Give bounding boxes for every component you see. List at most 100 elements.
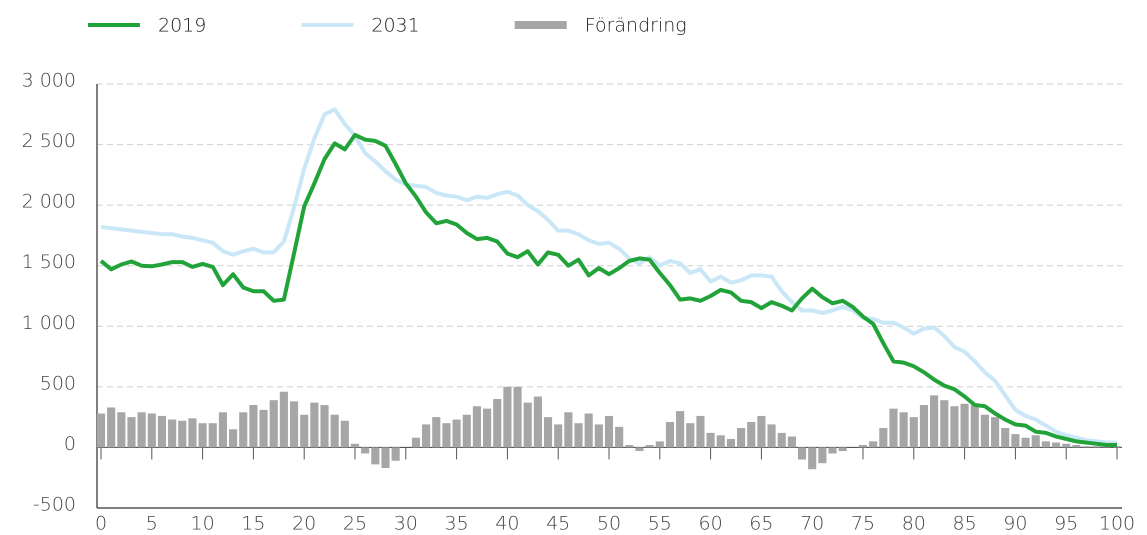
bar [767,424,776,448]
x-tick-label: 95 [1054,513,1078,535]
bar [543,417,553,448]
y-tick-label: 500 [40,372,76,394]
bar [442,423,451,448]
bar [1001,428,1010,448]
x-tick-label: 35 [445,513,469,535]
bar [787,436,796,448]
x-tick-label: 75 [851,513,875,535]
bar [1041,441,1050,448]
bar [686,423,695,448]
bar [350,443,360,448]
x-tick-label: 65 [749,513,773,535]
x-tick-label: 5 [146,513,158,535]
bar [909,417,918,448]
bar [422,424,431,448]
line [100,107,1117,445]
x-tick-label: 45 [546,513,570,535]
bar [980,414,989,448]
bar [117,412,126,448]
bar [828,447,837,454]
bar [198,423,207,448]
bar [1092,446,1101,448]
x-tick-label: 0 [95,513,107,535]
bar [1051,442,1061,448]
bar [1082,446,1091,448]
y-tick-label: 1 500 [22,251,76,273]
y-tick-label: 2 000 [22,191,76,213]
bar [513,386,522,448]
bar [584,413,593,448]
bar [604,415,614,448]
bar [564,412,573,448]
bar [574,423,583,448]
bar [676,411,685,448]
bar [371,447,380,465]
bar [320,405,329,448]
bar [1011,434,1020,448]
bar [797,447,807,460]
bar [757,415,766,448]
bar [645,445,654,448]
bar [218,412,227,448]
bar [310,402,319,448]
bar [554,424,563,448]
bar [930,395,939,448]
legend-label: Förändring [585,15,687,37]
bar [818,447,827,464]
bar [300,414,309,448]
bar [157,415,167,448]
x-tick-label: 70 [800,513,824,535]
bar [208,423,217,448]
x-tick-label: 30 [394,513,418,535]
x-tick-label: 90 [1003,513,1027,535]
bar [523,402,532,448]
bar [635,447,644,452]
x-tick-label: 10 [191,513,215,535]
bar [178,420,187,448]
bar [96,413,106,448]
x-tick-label: 25 [343,513,367,535]
bar [239,412,248,448]
bar [991,417,1000,448]
x-tick-label: 40 [495,513,519,535]
x-tick-label: 50 [597,513,621,535]
bar [1031,435,1040,448]
bar [411,437,421,448]
bar [340,420,349,448]
bar [432,417,441,448]
bar [889,408,898,448]
legend-swatch [514,21,567,29]
bar [899,412,908,448]
y-tick-label: 1 000 [22,312,76,334]
bar [249,405,258,448]
bar [229,429,238,448]
bar [950,406,959,448]
bar [777,432,786,448]
bar [737,428,746,448]
x-tick-label: 85 [953,513,977,535]
y-tick-label: 0 [64,433,76,455]
x-tick-label: 55 [648,513,672,535]
bar [269,400,278,448]
bar [107,407,116,448]
legend-label: 2019 [158,15,206,37]
bar [960,403,969,448]
legend-label: 2031 [371,15,419,37]
bar [361,447,370,454]
x-tick-label: 100 [1099,513,1135,535]
bar [747,421,756,448]
bar [462,414,471,448]
bar [503,386,512,448]
bar [391,447,400,461]
x-tick-label: 60 [699,513,723,535]
bar [655,441,664,448]
bar [858,445,868,448]
bar [472,406,481,448]
bar [168,419,177,448]
bar [716,435,725,448]
bar [808,447,817,470]
bar [259,409,268,448]
bar [381,447,390,469]
bar [879,428,888,448]
